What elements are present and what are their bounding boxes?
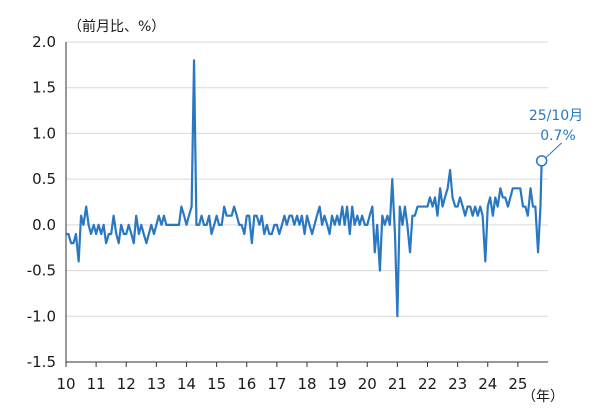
- x-tick-label: 12: [117, 375, 136, 393]
- y-tick-label: -1.0: [27, 307, 56, 325]
- y-tick-label: 0.5: [32, 170, 56, 188]
- x-tick-label: 21: [388, 375, 407, 393]
- y-tick-label: -1.5: [27, 353, 56, 371]
- x-tick-label: 25: [508, 375, 527, 393]
- x-tick-label: 18: [297, 375, 316, 393]
- axes: [65, 42, 548, 367]
- annotation-leader-line: [545, 142, 563, 159]
- annotation-date-label: 25/10月: [529, 108, 583, 124]
- x-tick-label: 19: [328, 375, 347, 393]
- x-tick-label: 22: [418, 375, 437, 393]
- x-tick-label: 23: [448, 375, 467, 393]
- y-tick-labels: 2.0 1.5 1.0 0.5 0.0 -0.5 -1.0 -1.5: [27, 33, 56, 371]
- x-tick-label: 16: [237, 375, 256, 393]
- x-tick-label: 10: [56, 375, 75, 393]
- x-tick-label: 15: [207, 375, 226, 393]
- x-unit-label: （年）: [522, 389, 564, 405]
- latest-point-marker: [535, 155, 548, 167]
- x-tick-label: 13: [147, 375, 166, 393]
- x-tick-label: 24: [478, 375, 497, 393]
- x-tick-label: 11: [87, 375, 106, 393]
- series-layer: [66, 59, 543, 318]
- x-tick-label: 20: [358, 375, 377, 393]
- x-tick-label: 14: [177, 375, 196, 393]
- y-tick-label: 0.0: [32, 216, 56, 234]
- gridlines: [66, 41, 548, 363]
- series-line: [66, 59, 543, 318]
- y-tick-label: 2.0: [32, 33, 56, 51]
- x-tick-label: 17: [267, 375, 286, 393]
- y-tick-label: -0.5: [27, 262, 56, 280]
- annotation-value-label: 0.7%: [540, 128, 576, 144]
- annotation-layer: 25/10月 0.7%: [529, 108, 583, 167]
- y-tick-label: 1.5: [32, 79, 56, 97]
- x-tick-labels: 10 11 12 13 14 15 16 17 18 19 20 21 22 23 24 25: [56, 375, 527, 393]
- y-tick-label: 1.0: [32, 124, 56, 142]
- y-unit-label: （前月比、%）: [68, 18, 165, 35]
